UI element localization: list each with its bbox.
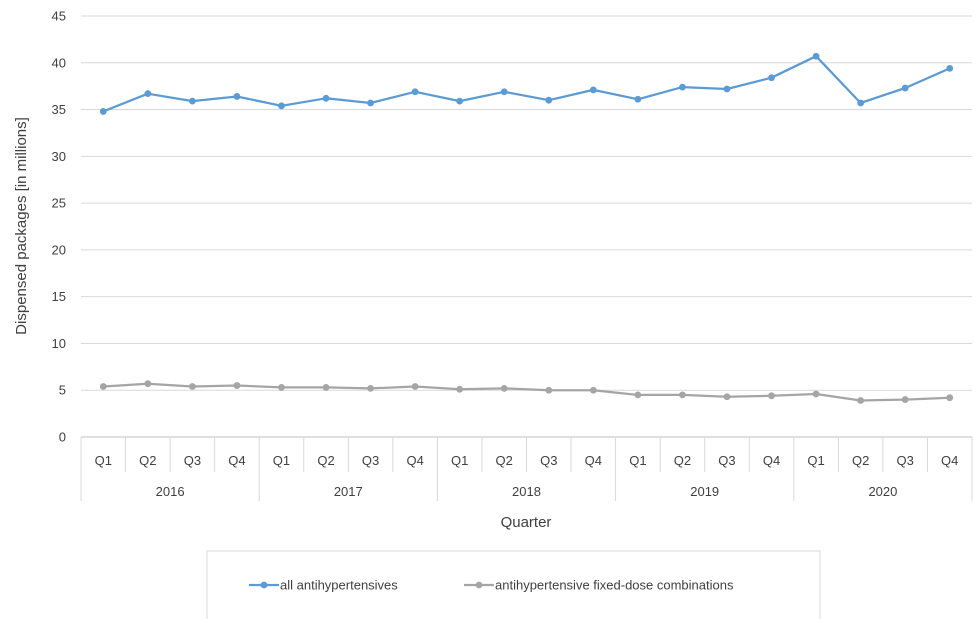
y-tick-label: 20 [52, 242, 66, 257]
x-tick-label: Q1 [451, 453, 468, 468]
data-point [322, 94, 330, 102]
data-point [322, 384, 330, 391]
data-point [367, 384, 374, 392]
data-point [857, 99, 865, 107]
x-group-label: 2016 [156, 484, 185, 499]
x-tick-label: Q2 [852, 453, 869, 468]
data-point [233, 93, 241, 100]
data-point [500, 88, 508, 96]
x-tick-label: Q3 [184, 453, 201, 468]
data-point [500, 384, 508, 392]
x-tick-label: Q2 [674, 453, 691, 468]
y-tick-label: 0 [59, 430, 66, 445]
data-point [679, 83, 686, 91]
data-point [812, 390, 820, 398]
data-point [946, 394, 954, 402]
x-axis-title: Quarter [501, 514, 552, 531]
x-tick-label: Q1 [807, 453, 824, 468]
x-tick-label: Q4 [406, 453, 423, 468]
x-tick-label: Q3 [897, 453, 914, 468]
data-point [144, 380, 152, 388]
y-axis-title: Dispensed packages [in millions] [13, 117, 30, 335]
data-point [768, 392, 775, 400]
legend-marker [260, 581, 268, 589]
data-point [144, 90, 152, 98]
y-tick-label: 15 [52, 289, 66, 304]
y-axis-ticks: 0 5 10 15 20 25 30 35 40 45 [52, 9, 66, 445]
y-tick-label: 25 [52, 196, 66, 211]
grid-lines [81, 15, 972, 391]
x-axis: Q1 Q2 Q3 Q4 Q1 Q2 Q3 Q4 Q1 Q2 Q3 Q4 Q1 Q2 Q3 Q4 Q1 Q2 Q3 Q4… [80, 436, 973, 501]
x-tick-label: Q1 [629, 453, 646, 468]
x-tick-label: Q4 [763, 453, 780, 468]
legend-frame [206, 550, 821, 619]
data-point [946, 64, 954, 72]
data-point [411, 383, 419, 390]
x-tick-label: Q1 [273, 453, 290, 468]
legend-marker [475, 581, 483, 589]
data-point [545, 96, 553, 104]
data-point [545, 386, 553, 394]
x-tick-label: Q3 [718, 453, 735, 468]
data-point [768, 74, 775, 82]
data-point [901, 396, 909, 403]
data-point [188, 97, 196, 105]
x-tick-label: Q2 [317, 453, 334, 468]
data-point [411, 88, 419, 96]
x-tick-label: Q4 [228, 453, 245, 468]
data-point [99, 108, 107, 115]
data-point [634, 95, 642, 103]
x-group-label: 2018 [512, 484, 541, 499]
x-tick-label: Q2 [496, 453, 513, 468]
data-point [723, 393, 731, 401]
y-tick-label: 40 [52, 55, 66, 70]
series-group [99, 52, 954, 404]
data-point [233, 382, 241, 389]
data-point [456, 97, 464, 105]
data-point [99, 383, 107, 390]
y-tick-label: 5 [59, 383, 66, 398]
legend-label: antihypertensive fixed-dose combinations [495, 578, 734, 593]
series-line [102, 55, 951, 113]
data-point [278, 102, 285, 110]
data-point [456, 385, 464, 393]
data-point [278, 384, 285, 391]
x-tick-label: Q3 [540, 453, 557, 468]
y-tick-label: 30 [52, 149, 66, 164]
x-tick-label: Q2 [139, 453, 156, 468]
data-point [901, 84, 909, 92]
x-group-label: 2017 [334, 484, 363, 499]
data-point [812, 52, 820, 60]
x-tick-label: Q3 [362, 453, 379, 468]
y-tick-label: 10 [52, 336, 66, 351]
data-point [634, 391, 642, 399]
y-tick-label: 45 [52, 9, 66, 24]
x-tick-label: Q4 [941, 453, 958, 468]
x-group-label: 2019 [690, 484, 719, 499]
data-point [857, 397, 865, 404]
x-tick-label: Q4 [585, 453, 602, 468]
data-point [679, 391, 686, 399]
data-point [367, 99, 374, 107]
x-tick-label: Q1 [95, 453, 112, 468]
x-group-label: 2020 [868, 484, 897, 499]
legend: all antihypertensives antihypertensive fi… [206, 550, 821, 619]
legend-label: all antihypertensives [280, 578, 398, 593]
data-point [723, 85, 731, 93]
data-point [589, 386, 597, 394]
data-point [589, 86, 597, 94]
series-line [103, 382, 950, 402]
data-point [188, 383, 196, 390]
y-tick-label: 35 [52, 102, 66, 117]
